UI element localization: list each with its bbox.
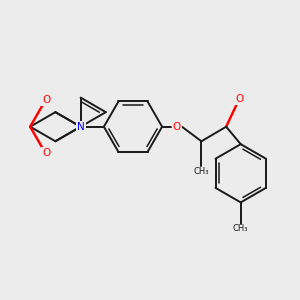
- Text: O: O: [172, 122, 181, 132]
- Text: CH₃: CH₃: [194, 167, 209, 176]
- Text: O: O: [42, 95, 50, 105]
- Text: O: O: [236, 94, 244, 104]
- Text: O: O: [42, 148, 50, 158]
- Text: N: N: [77, 122, 85, 132]
- Text: CH₃: CH₃: [233, 224, 248, 233]
